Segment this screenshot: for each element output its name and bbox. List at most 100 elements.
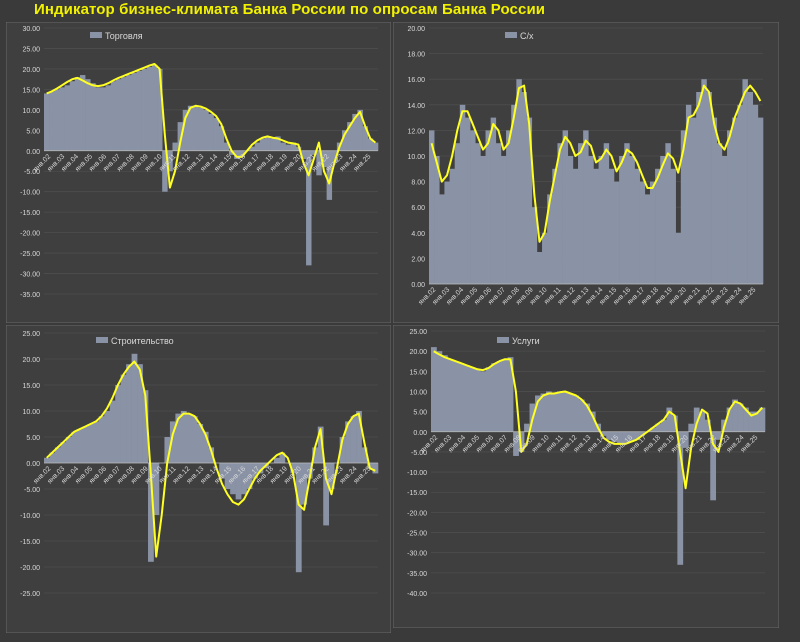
bar bbox=[148, 463, 154, 562]
bar bbox=[747, 92, 754, 284]
bar bbox=[480, 371, 487, 432]
y-tick-label: -5.00 bbox=[411, 450, 427, 457]
bar bbox=[235, 463, 242, 500]
bar bbox=[321, 150, 327, 168]
chart-construction: -25.00 -20.00 -15.00 -10.00 -5.00 0.00 5.00 10.… bbox=[5, 324, 392, 634]
bar bbox=[670, 168, 676, 284]
bar bbox=[347, 122, 353, 151]
bar bbox=[502, 359, 508, 432]
y-tick-label: 5.00 bbox=[26, 435, 40, 442]
y-tick-label: 10.00 bbox=[22, 409, 40, 416]
chart-agri-panel: 0.00 2.00 4.00 6.00 8.00 10.00 12.00 14.00 16.00… bbox=[392, 21, 780, 324]
bar bbox=[464, 117, 471, 284]
bar bbox=[639, 431, 645, 436]
bar bbox=[162, 150, 168, 192]
bar bbox=[593, 168, 599, 284]
bar bbox=[44, 457, 50, 463]
bar bbox=[551, 393, 558, 432]
bar bbox=[142, 390, 149, 463]
bar bbox=[588, 156, 594, 284]
bar bbox=[164, 437, 171, 463]
bar bbox=[342, 130, 348, 151]
y-tick-label: 10.00 bbox=[409, 389, 427, 396]
y-tick-label: 14.00 bbox=[407, 103, 425, 110]
bar bbox=[431, 347, 437, 432]
bar bbox=[449, 168, 455, 284]
y-tick-label: -10.00 bbox=[407, 470, 427, 477]
bar bbox=[285, 144, 291, 151]
bar bbox=[228, 150, 235, 155]
y-tick-label: -10.00 bbox=[20, 190, 40, 197]
bar bbox=[704, 419, 711, 432]
chart-agriculture: 0.00 2.00 4.00 6.00 8.00 10.00 12.00 14.00 16.00… bbox=[392, 21, 780, 324]
bar bbox=[495, 143, 502, 284]
bar bbox=[496, 361, 503, 432]
bar bbox=[224, 463, 231, 489]
bar bbox=[726, 407, 733, 432]
bar bbox=[754, 411, 760, 432]
bar bbox=[93, 421, 100, 463]
bar bbox=[252, 463, 258, 479]
bar bbox=[306, 463, 313, 479]
y-tick-label: -5.00 bbox=[24, 169, 40, 176]
bar bbox=[153, 463, 160, 515]
bar bbox=[518, 431, 525, 452]
chart-construction-panel: -25.00 -20.00 -15.00 -10.00 -5.00 0.00 5.00 10.… bbox=[5, 324, 392, 634]
bar bbox=[660, 419, 667, 432]
bar bbox=[311, 150, 317, 155]
bar bbox=[573, 395, 580, 432]
legend-swatch bbox=[96, 337, 108, 343]
bar bbox=[583, 130, 589, 284]
bar bbox=[617, 431, 623, 444]
bar bbox=[71, 431, 78, 463]
bar bbox=[64, 85, 70, 151]
bar bbox=[644, 194, 651, 284]
bar bbox=[737, 403, 744, 432]
bar bbox=[540, 393, 547, 432]
y-tick-label: -35.00 bbox=[20, 292, 40, 299]
y-tick-label: -25.00 bbox=[20, 591, 40, 598]
bar bbox=[60, 442, 67, 463]
bar bbox=[639, 181, 646, 284]
bar bbox=[372, 142, 379, 151]
bar bbox=[732, 117, 738, 284]
bar bbox=[69, 81, 76, 151]
bar bbox=[295, 463, 302, 573]
bar bbox=[562, 391, 569, 432]
bar bbox=[44, 93, 50, 151]
bar bbox=[531, 207, 538, 284]
y-tick-label: -25.00 bbox=[20, 251, 40, 258]
bar bbox=[85, 79, 91, 151]
legend-swatch bbox=[497, 337, 509, 343]
bar bbox=[109, 400, 116, 463]
bar bbox=[186, 413, 193, 463]
bar bbox=[491, 363, 498, 432]
bar bbox=[655, 423, 662, 432]
bar bbox=[675, 232, 682, 284]
bar bbox=[716, 143, 723, 284]
bar bbox=[562, 130, 569, 284]
bar bbox=[290, 142, 297, 151]
bar bbox=[727, 130, 733, 284]
bar bbox=[650, 427, 656, 432]
chart-services-panel: -40.00 -35.00 -30.00 -25.00 -20.00 -15.00 -10.… bbox=[392, 324, 780, 629]
bar bbox=[82, 426, 89, 463]
bar bbox=[290, 463, 297, 474]
bar bbox=[691, 117, 697, 284]
bar bbox=[131, 353, 138, 463]
bar bbox=[257, 463, 264, 474]
bar bbox=[470, 130, 476, 284]
bar bbox=[584, 403, 591, 432]
bar bbox=[241, 463, 247, 495]
bar bbox=[280, 142, 286, 151]
y-tick-label: 25.00 bbox=[22, 331, 40, 338]
bar bbox=[270, 138, 276, 151]
y-tick-label: 20.00 bbox=[22, 357, 40, 364]
y-tick-label: 8.00 bbox=[411, 180, 425, 187]
bar bbox=[137, 364, 143, 463]
bar bbox=[230, 463, 236, 495]
bar bbox=[59, 87, 65, 151]
bar bbox=[693, 407, 700, 432]
y-tick-label: 25.00 bbox=[22, 46, 40, 53]
bar bbox=[613, 181, 620, 284]
